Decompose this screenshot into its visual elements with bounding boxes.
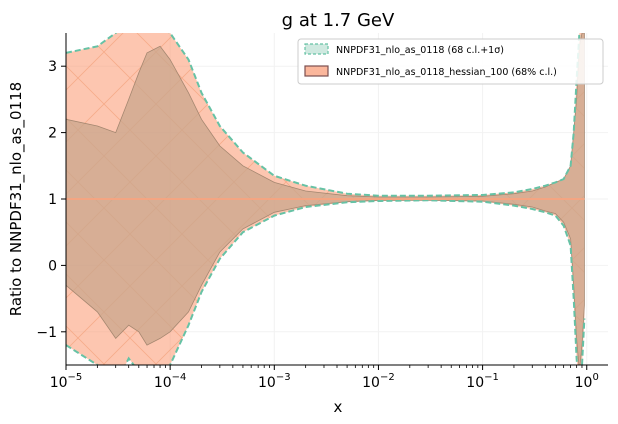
x-tick-label: 10−4: [154, 372, 187, 391]
legend-label-series-1: NNPDF31_nlo_as_0118 (68 c.l.+1σ): [336, 45, 504, 56]
legend-swatch-series-2: [304, 65, 329, 77]
legend-swatch-series-1: [304, 43, 329, 55]
band-series-1-upper-edge: [66, 33, 581, 197]
legend: NNPDF31_nlo_as_0118 (68 c.l.+1σ) NNPDF31…: [297, 38, 604, 85]
x-axis-label: x: [334, 398, 343, 416]
chart-title: g at 1.7 GeV: [282, 10, 395, 31]
legend-frame: [297, 38, 604, 85]
bands: [66, 33, 586, 365]
legend-label-series-2: NNPDF31_nlo_as_0118_hessian_100 (68% c.l…: [336, 67, 557, 78]
y-tick-label: 2: [48, 126, 57, 142]
y-tick-label: 0: [48, 258, 57, 274]
x-tick-label: 10−5: [50, 372, 83, 391]
x-tick-label: 100: [575, 372, 599, 391]
x-tick-label: 10−3: [258, 372, 291, 391]
y-tick-label: 1: [48, 192, 57, 208]
band-series-1-lower-edge: [66, 199, 586, 365]
ticks: 10−5 10−4 10−3 10−2 10−1 100 −1 0 1 2 3: [36, 59, 598, 391]
x-tick-label: 10−2: [362, 372, 395, 391]
y-axis-label: Ratio to NNPDF31_nlo_as_0118: [7, 82, 26, 316]
y-tick-label: 3: [48, 59, 57, 75]
y-tick-label: −1: [36, 325, 57, 341]
x-tick-label: 10−1: [466, 372, 499, 391]
